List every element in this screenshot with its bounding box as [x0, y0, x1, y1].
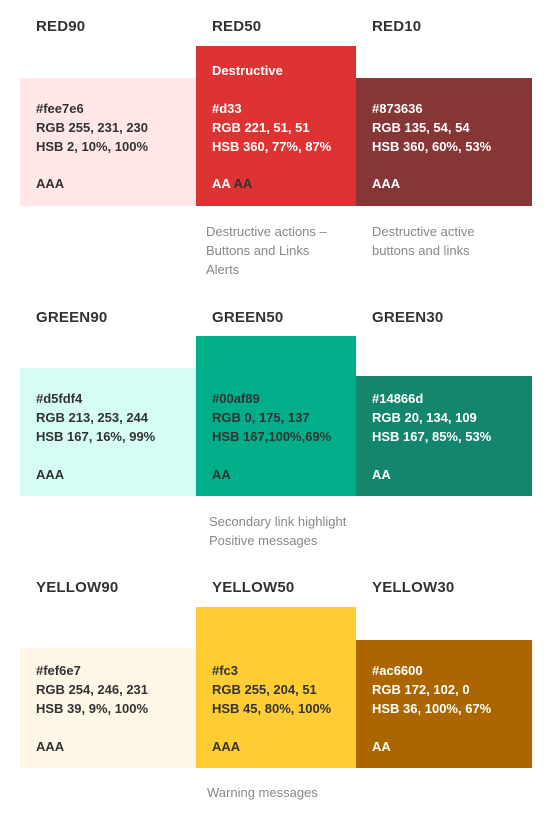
yellow30-rgb: RGB 172, 102, 0 [372, 682, 470, 697]
yellow90-rgb: RGB 254, 246, 231 [36, 682, 149, 697]
red10-note-line: Destructive active [372, 224, 475, 239]
red10-note-line: buttons and links [372, 243, 470, 258]
red90-contrast-rating: AAA [36, 176, 65, 191]
red50-hex: #d33 [212, 101, 242, 116]
red50-contrast-rating: AA AA [212, 176, 252, 191]
yellow90-contrast-rating: AAA [36, 739, 65, 754]
red50-destructive-tag: Destructive [212, 63, 283, 78]
red10-hex: #873636 [372, 101, 423, 116]
red90-hsb: HSB 2, 10%, 100% [36, 139, 149, 154]
red90-heading: RED90 [36, 18, 86, 35]
red50-note-line: Destructive actions – [206, 224, 327, 239]
green30-contrast-rating: AA [372, 467, 391, 482]
red50-rating-dark: AA [233, 176, 253, 191]
red10-heading: RED10 [372, 18, 422, 35]
green50-swatch: #00af89 RGB 0, 175, 137 HSB 167,100%,69%… [196, 336, 356, 496]
green50-rgb: RGB 0, 175, 137 [212, 410, 310, 425]
yellow30-heading: YELLOW30 [372, 579, 455, 596]
red50-usage-note: Destructive actions – Buttons and Links … [206, 222, 327, 279]
yellow90-heading: YELLOW90 [36, 579, 119, 596]
yellow30-hsb: HSB 36, 100%, 67% [372, 701, 492, 716]
green50-hex: #00af89 [212, 391, 260, 406]
red50-rgb: RGB 221, 51, 51 [212, 120, 310, 135]
yellow50-hsb: HSB 45, 80%, 100% [212, 701, 332, 716]
yellow50-note-line: Warning messages [207, 785, 318, 800]
green90-hsb: HSB 167, 16%, 99% [36, 429, 156, 444]
green50-hsb: HSB 167,100%,69% [212, 429, 332, 444]
red10-hsb: HSB 360, 60%, 53% [372, 139, 492, 154]
red10-contrast-rating: AAA [372, 176, 401, 191]
green50-heading: GREEN50 [212, 309, 284, 326]
green90-hex: #d5fdf4 [36, 391, 83, 406]
green50-note-line: Positive messages [209, 533, 318, 548]
yellow90-hsb: HSB 39, 9%, 100% [36, 701, 149, 716]
yellow90-swatch: #fef6e7 RGB 254, 246, 231 HSB 39, 9%, 10… [20, 648, 196, 768]
red50-swatch: Destructive #d33 RGB 221, 51, 51 HSB 360… [196, 46, 356, 206]
red10-rgb: RGB 135, 54, 54 [372, 120, 470, 135]
green30-hsb: HSB 167, 85%, 53% [372, 429, 492, 444]
red10-swatch: #873636 RGB 135, 54, 54 HSB 360, 60%, 53… [356, 78, 532, 206]
red50-hsb: HSB 360, 77%, 87% [212, 139, 332, 154]
yellow50-contrast-rating: AAA [212, 739, 241, 754]
red50-heading: RED50 [212, 18, 262, 35]
green30-swatch: #14866d RGB 20, 134, 109 HSB 167, 85%, 5… [356, 376, 532, 496]
green50-contrast-rating: AA [212, 467, 231, 482]
yellow90-hex: #fef6e7 [36, 663, 81, 678]
red90-hex: #fee7e6 [36, 101, 84, 116]
yellow50-hex: #fc3 [212, 663, 239, 678]
red90-swatch: #fee7e6 RGB 255, 231, 230 HSB 2, 10%, 10… [20, 78, 196, 206]
yellow50-usage-note: Warning messages [207, 783, 318, 802]
yellow50-swatch: #fc3 RGB 255, 204, 51 HSB 45, 80%, 100% … [196, 607, 356, 768]
yellow30-swatch: #ac6600 RGB 172, 102, 0 HSB 36, 100%, 67… [356, 640, 532, 768]
red10-usage-note: Destructive active buttons and links [372, 222, 475, 260]
red50-rating-white: AA [212, 176, 231, 191]
green90-contrast-rating: AAA [36, 467, 65, 482]
yellow30-hex: #ac6600 [372, 663, 423, 678]
green50-note-line: Secondary link highlight [209, 514, 347, 529]
yellow50-rgb: RGB 255, 204, 51 [212, 682, 317, 697]
green50-usage-note: Secondary link highlight Positive messag… [209, 512, 346, 550]
red90-rgb: RGB 255, 231, 230 [36, 120, 149, 135]
green90-swatch: #d5fdf4 RGB 213, 253, 244 HSB 167, 16%, … [20, 368, 196, 496]
green90-heading: GREEN90 [36, 309, 108, 326]
green30-rgb: RGB 20, 134, 109 [372, 410, 477, 425]
red50-note-line: Alerts [206, 262, 240, 277]
green30-heading: GREEN30 [372, 309, 444, 326]
green30-hex: #14866d [372, 391, 424, 406]
yellow30-contrast-rating: AA [372, 739, 391, 754]
red50-note-line: Buttons and Links [206, 243, 310, 258]
green90-rgb: RGB 213, 253, 244 [36, 410, 149, 425]
yellow50-heading: YELLOW50 [212, 579, 295, 596]
